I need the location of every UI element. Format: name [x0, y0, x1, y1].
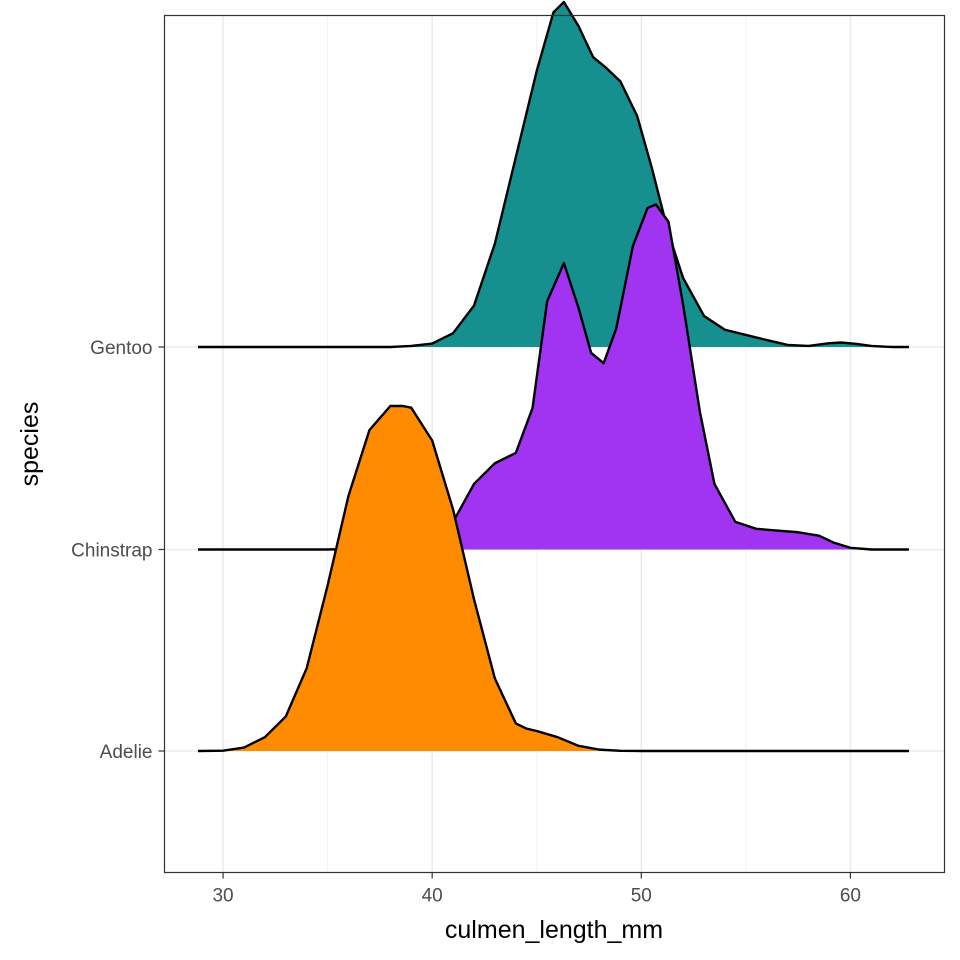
- ridge-area-chinstrap: [197, 204, 909, 550]
- x-axis-title: culmen_length_mm: [445, 916, 663, 944]
- x-tick-label: 40: [422, 886, 443, 907]
- x-tick-label: 60: [840, 886, 861, 907]
- x-tick-label: 50: [631, 886, 652, 907]
- y-tick-label-chinstrap: Chinstrap: [71, 541, 152, 562]
- y-axis-title: species: [16, 402, 44, 487]
- axes: 30 40 50 60 Adelie Chinstrap Gentoo: [71, 338, 861, 907]
- ridge-line-chinstrap: [197, 203, 909, 551]
- y-tick-label-adelie: Adelie: [100, 742, 153, 763]
- ridge-line-gentoo: [197, 0, 909, 349]
- ridge-area-adelie: [197, 406, 909, 751]
- ridges: [197, 0, 909, 753]
- y-tick-label-gentoo: Gentoo: [90, 338, 152, 359]
- ridge-line-adelie: [197, 404, 909, 753]
- plot-panel-border: [163, 14, 946, 874]
- ridge-area-gentoo: [197, 2, 909, 347]
- x-tick-label: 30: [212, 886, 233, 907]
